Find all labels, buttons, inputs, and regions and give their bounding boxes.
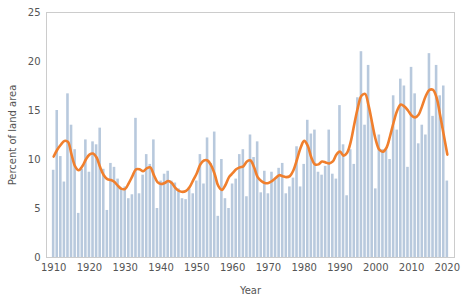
svg-text:20: 20	[28, 56, 41, 67]
svg-text:1980: 1980	[291, 262, 316, 273]
svg-text:1990: 1990	[327, 262, 352, 273]
svg-text:Percent of land area: Percent of land area	[7, 85, 18, 186]
svg-text:1940: 1940	[148, 262, 173, 273]
svg-text:1930: 1930	[113, 262, 138, 273]
svg-text:0: 0	[34, 252, 40, 263]
svg-text:25: 25	[28, 7, 41, 18]
svg-text:10: 10	[28, 154, 41, 165]
svg-text:1920: 1920	[77, 262, 102, 273]
svg-text:Year: Year	[239, 285, 262, 296]
svg-text:5: 5	[34, 203, 40, 214]
svg-text:1960: 1960	[220, 262, 245, 273]
svg-text:2020: 2020	[435, 262, 460, 273]
svg-text:1950: 1950	[184, 262, 209, 273]
svg-text:1910: 1910	[41, 262, 66, 273]
svg-text:1970: 1970	[256, 262, 281, 273]
svg-text:15: 15	[28, 105, 41, 116]
svg-text:2000: 2000	[363, 262, 388, 273]
svg-text:2010: 2010	[399, 262, 424, 273]
